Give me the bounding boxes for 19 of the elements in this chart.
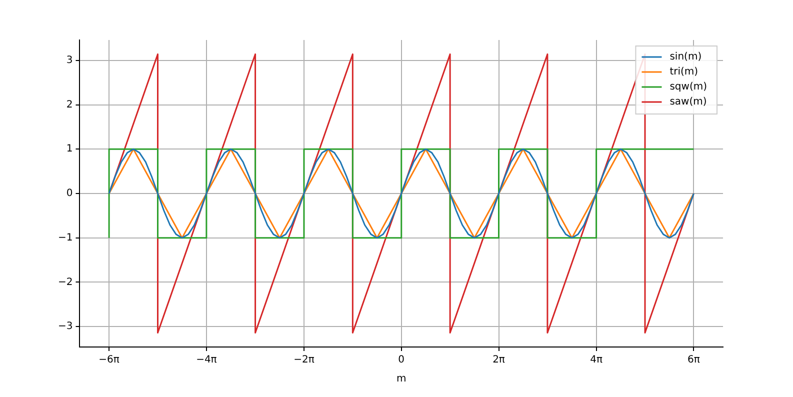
y-tick-label: 3 — [66, 55, 73, 66]
legend-label: sqw(m) — [670, 82, 708, 93]
y-tick-label: −3 — [58, 321, 73, 332]
x-tick-label: 6π — [687, 354, 700, 366]
x-tick-label: 4π — [590, 354, 602, 366]
x-tick-label: −6π — [98, 354, 120, 366]
legend-label: sin(m) — [670, 52, 702, 63]
x-tick-label: 2π — [492, 354, 505, 366]
x-tick-label: −4π — [196, 354, 217, 366]
y-tick-label: −2 — [58, 276, 73, 288]
y-tick-label: −1 — [58, 232, 73, 244]
x-axis-title: m — [396, 374, 406, 385]
y-tick-label: 2 — [66, 99, 73, 110]
legend-label: saw(m) — [670, 96, 707, 108]
x-tick-label: −2π — [294, 354, 314, 366]
legend-label: tri(m) — [670, 66, 698, 78]
y-tick-label: 0 — [66, 188, 73, 200]
y-tick-label: 1 — [66, 144, 73, 155]
x-tick-label: 0 — [398, 354, 405, 366]
